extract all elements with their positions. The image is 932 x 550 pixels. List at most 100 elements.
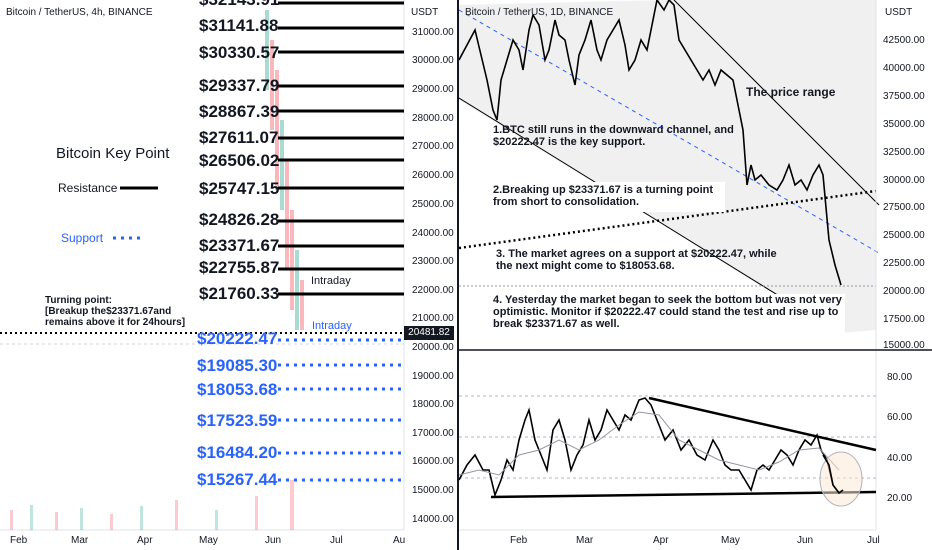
left-time-tick: Au [393, 535, 406, 546]
left-price-tick: 27000.00 [412, 141, 454, 152]
osc-lower-trendline [490, 490, 877, 499]
right-chart-header: Bitcoin / TetherUS, 1D, BINANCE [465, 7, 614, 18]
support-level-6: $15267.44 [197, 470, 278, 489]
oversold-highlight [819, 451, 863, 507]
resistance-level-12: $21760.33 [199, 284, 280, 303]
resistance-lines [278, 1, 404, 296]
resistance-level-6: $27611.07 [199, 128, 279, 147]
price-line [459, 0, 842, 286]
left-price-tick: 14000.00 [412, 514, 454, 525]
left-faint-candles [265, 10, 304, 330]
oscillator-ma-line [459, 411, 840, 476]
osc-tick: 60.00 [887, 412, 913, 423]
right-price-tick: 40000.00 [883, 63, 925, 74]
right-time-tick: Mar [576, 535, 594, 546]
right-price-tick: 37500.00 [883, 91, 925, 102]
support-level-3: $18053.68 [197, 380, 278, 399]
left-price-tick: 17000.00 [412, 428, 454, 439]
right-price-tick: 27500.00 [883, 202, 925, 213]
left-time-tick: May [199, 535, 218, 546]
left-price-tick: 21000.00 [412, 313, 454, 324]
price-range-label: The price range [746, 85, 836, 99]
right-price-tick: 25000.00 [883, 230, 925, 241]
left-price-tick: 22000.00 [412, 285, 454, 296]
resistance-level-9: $24826.28 [199, 210, 280, 229]
right-price-tick: 30000.00 [883, 175, 925, 186]
right-price-tick: 35000.00 [883, 119, 925, 130]
resistance-level-8: $25747.15 [199, 179, 280, 198]
left-volume-bars [10, 480, 294, 530]
right-time-tick: Jul [867, 535, 880, 546]
charts-divider[interactable] [457, 0, 459, 550]
legend-support-label: Support [61, 231, 104, 245]
analysis-note-1: 1.BTC still runs in the downward channel… [493, 124, 734, 148]
left-price-tick: 23000.00 [412, 256, 454, 267]
osc-upper-trendline [648, 396, 877, 452]
oscillator-line-tail [822, 454, 844, 495]
legend-resistance-label: Resistance [58, 181, 118, 195]
analysis-note-2: 2.Breaking up $23371.67 is a turning poi… [493, 182, 725, 212]
left-time-tick: Feb [10, 535, 28, 546]
left-chart-header: Bitcoin / TetherUS, 4h, BINANCE [6, 7, 153, 18]
channel-lower-line [459, 97, 840, 334]
turning-point-note: Turning point: [Breakup the$23371.67and … [45, 295, 186, 328]
support-level-5: $16484.20 [197, 443, 278, 462]
right-price-tick: 32500.00 [883, 147, 925, 158]
right-price-tick: 42500.00 [883, 35, 925, 46]
left-price-tick: 15000.00 [412, 485, 454, 496]
resistance-level-5: $28867.39 [199, 102, 280, 121]
left-chart-canvas [0, 0, 405, 531]
left-price-tick: 26000.00 [412, 170, 454, 181]
left-price-tick: 29000.00 [412, 84, 454, 95]
right-time-tick: May [721, 535, 740, 546]
intraday-label-resistance: Intraday [311, 275, 351, 287]
right-axis-currency: USDT [885, 7, 913, 18]
left-price-tick: 18000.00 [412, 399, 454, 410]
channel-fill [459, 0, 876, 333]
resistance-level-11: $22755.87 [199, 258, 280, 277]
left-time-tick: Jun [265, 535, 282, 546]
left-price-tick: 20000.00 [412, 342, 454, 353]
left-chart-title: Bitcoin Key Point [56, 145, 170, 162]
left-price-tick: 30000.00 [412, 55, 454, 66]
osc-tick: 20.00 [887, 493, 913, 504]
right-time-tick: Jun [797, 535, 814, 546]
support-lines [278, 338, 404, 482]
left-axis-currency: USDT [411, 7, 439, 18]
resistance-level-10: $23371.67 [199, 236, 280, 255]
left-price-tick: 28000.00 [412, 113, 454, 124]
right-chart-canvas [459, 0, 932, 531]
resistance-level-2: $31141.88 [199, 16, 279, 35]
right-time-tick: Feb [510, 535, 528, 546]
resistance-level-3: $30330.57 [199, 43, 280, 62]
osc-tick: 40.00 [887, 453, 913, 464]
right-price-tick: 17500.00 [883, 314, 925, 325]
left-time-tick: Mar [71, 535, 89, 546]
intraday-label-support: Intraday [312, 320, 352, 332]
left-price-tick: 19000.00 [412, 371, 454, 382]
support-level-4: $17523.59 [197, 411, 278, 430]
resistance-level-7: $26506.02 [199, 151, 280, 170]
left-time-tick: Jul [330, 535, 343, 546]
support-level-2: $19085.30 [197, 356, 278, 375]
left-price-tick: 24000.00 [412, 228, 454, 239]
resistance-level-4: $29337.79 [199, 76, 280, 95]
current-price-badge: 20481.82 [404, 326, 454, 340]
left-chart: Bitcoin / TetherUS, 4h, BINANCE USDT Bit… [0, 0, 458, 550]
osc-tick: 80.00 [887, 372, 913, 383]
support-level-1: $20222.47 [197, 329, 278, 348]
left-price-tick: 16000.00 [412, 456, 454, 467]
left-price-tick: 25000.00 [412, 199, 454, 210]
right-price-tick: 15000.00 [883, 340, 925, 351]
right-time-tick: Apr [653, 535, 669, 546]
resistance-level-1: $32143.91 [199, 0, 279, 10]
trend-dotted-line [459, 189, 877, 250]
analysis-note-3: 3. The market agrees on a support at $20… [496, 248, 777, 272]
analysis-note-4: 4. Yesterday the market began to seek th… [493, 294, 845, 338]
right-chart: Bitcoin / TetherUS, 1D, BINANCE USDT The… [459, 0, 932, 550]
right-price-tick: 22500.00 [883, 258, 925, 269]
channel-upper-line [673, 0, 880, 206]
left-price-tick: 31000.00 [412, 27, 454, 38]
oscillator-line [459, 397, 844, 498]
right-price-tick: 20000.00 [883, 286, 925, 297]
